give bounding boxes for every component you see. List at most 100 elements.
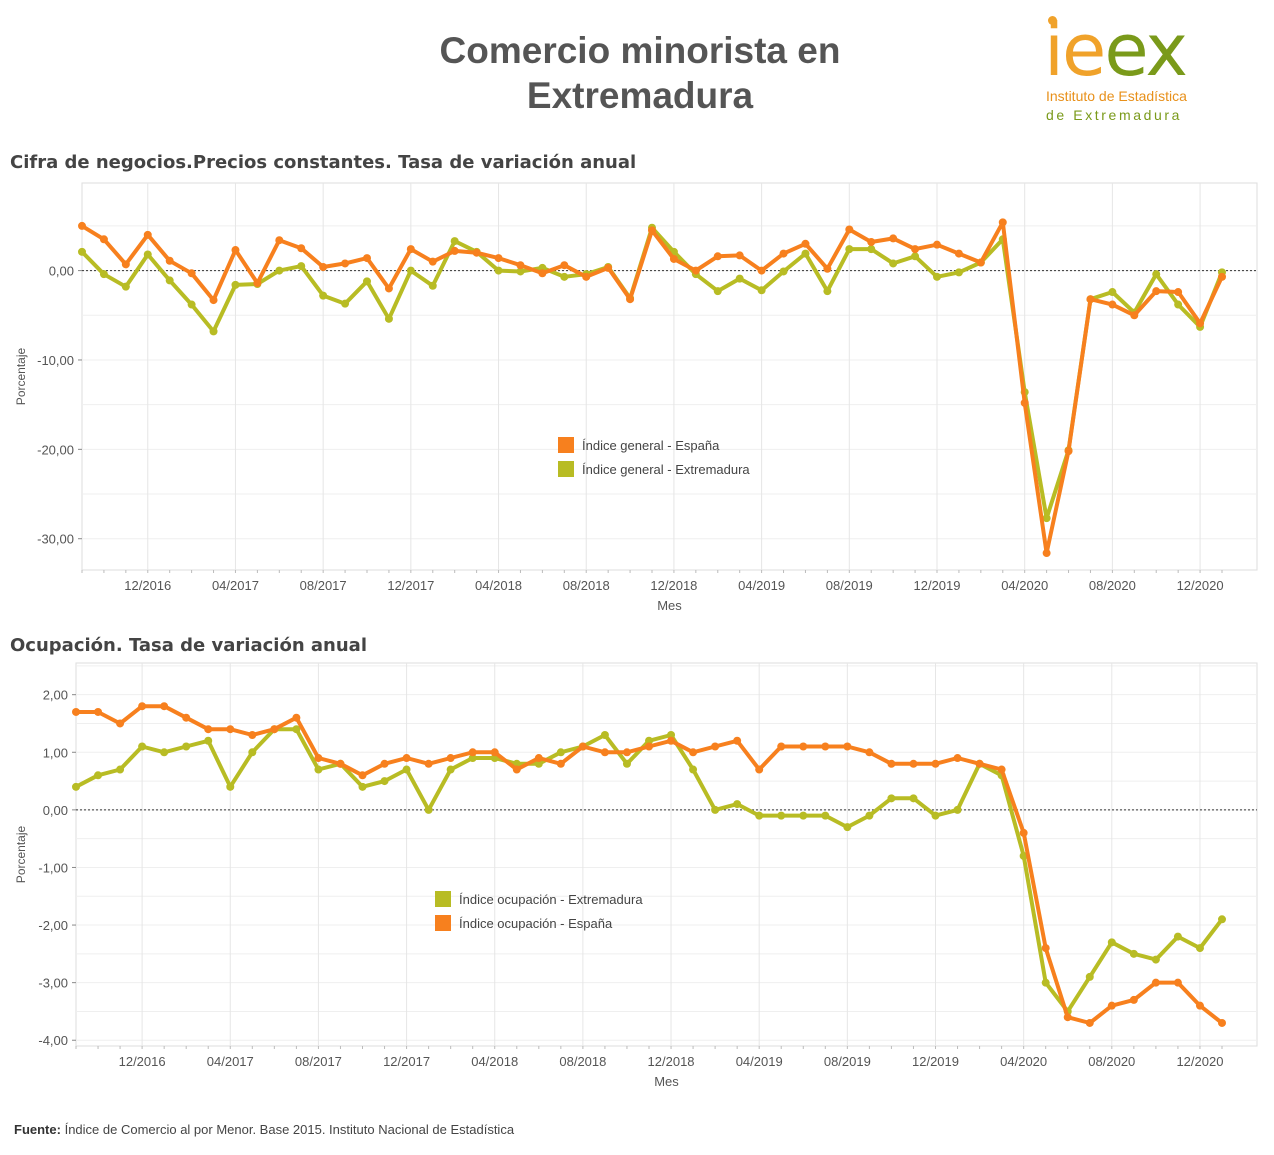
- x-axis-label: Mes: [654, 1074, 679, 1089]
- data-point: [428, 257, 437, 266]
- data-point: [226, 725, 235, 734]
- y-tick-label: -4,00: [38, 1033, 68, 1048]
- data-point: [341, 259, 350, 268]
- chart2-title: Ocupación. Tasa de variación anual: [10, 635, 367, 656]
- data-point: [865, 748, 874, 757]
- data-point: [1129, 995, 1138, 1004]
- x-tick-label: 04/2017: [207, 1054, 254, 1069]
- y-tick-label: 2,00: [43, 688, 68, 703]
- logo-dot: [1048, 16, 1057, 25]
- data-point: [380, 759, 389, 768]
- data-point: [424, 759, 433, 768]
- legend-swatch: [558, 461, 574, 477]
- source-label: Fuente:: [14, 1122, 61, 1137]
- x-tick-label: 08/2017: [295, 1054, 342, 1069]
- data-point: [472, 248, 481, 257]
- data-point: [669, 254, 678, 263]
- x-tick-label: 12/2017: [387, 578, 434, 593]
- data-point: [582, 272, 591, 281]
- data-point: [187, 269, 196, 278]
- data-point: [1195, 1001, 1204, 1010]
- chart-cifra-negocios: 12/2016 04/2017 08/2017 12/2017 04/2018 08/20…: [14, 182, 1258, 613]
- data-point: [911, 252, 920, 261]
- data-point: [494, 266, 503, 275]
- data-point: [406, 245, 415, 254]
- data-point: [1019, 828, 1028, 837]
- data-point: [231, 246, 240, 255]
- data-point: [1130, 311, 1139, 320]
- x-tick-label: 12/2017: [383, 1054, 430, 1069]
- data-point: [1041, 944, 1050, 953]
- data-point: [297, 262, 306, 271]
- data-point: [1173, 932, 1182, 941]
- data-point: [755, 811, 764, 820]
- x-tick-label: 12/2018: [648, 1054, 695, 1069]
- data-point: [358, 782, 367, 791]
- ieex-logo: ieex Instituto de Estadística de Extrema…: [1040, 10, 1240, 125]
- data-point: [799, 742, 808, 751]
- data-point: [1085, 1018, 1094, 1027]
- data-point: [78, 221, 86, 230]
- x-tick-label: 04/2018: [471, 1054, 518, 1069]
- y-tick-label: -1,00: [38, 860, 68, 875]
- data-point: [1195, 944, 1204, 953]
- data-point: [953, 805, 962, 814]
- data-point: [801, 249, 810, 258]
- data-point: [275, 236, 284, 245]
- data-point: [560, 261, 569, 270]
- x-tick-label: 04/2019: [736, 1054, 783, 1069]
- data-point: [78, 247, 86, 256]
- data-point: [143, 230, 152, 239]
- data-point: [843, 742, 852, 751]
- y-tick-label: -2,00: [38, 918, 68, 933]
- x-axis-label: Mes: [657, 598, 682, 613]
- chart-ocupacion: 12/2016 04/2017 08/2017 12/2017 04/2018 08/20…: [14, 662, 1258, 1089]
- data-point: [933, 240, 941, 249]
- x-tick-label: 04/2020: [1000, 1054, 1047, 1069]
- data-point: [275, 266, 284, 275]
- data-point: [777, 742, 786, 751]
- x-tick-label: 12/2016: [124, 578, 171, 593]
- data-point: [911, 245, 920, 254]
- data-point: [428, 281, 437, 290]
- y-tick-label: -3,00: [38, 976, 68, 991]
- data-point: [1107, 1001, 1116, 1010]
- data-point: [253, 279, 262, 288]
- data-point: [931, 759, 940, 768]
- data-point: [314, 765, 323, 774]
- data-point: [516, 267, 525, 276]
- data-point: [116, 719, 125, 728]
- y-tick-label: 0,00: [49, 264, 74, 279]
- x-tick-label: 08/2019: [826, 578, 873, 593]
- data-point: [976, 258, 985, 267]
- y-axis-label: Porcentaje: [14, 825, 28, 883]
- page-title: Comercio minorista en Extremadura: [380, 28, 900, 118]
- data-point: [450, 237, 459, 246]
- data-point: [231, 280, 240, 289]
- data-point: [843, 823, 852, 832]
- data-point: [711, 805, 720, 814]
- data-point: [556, 748, 565, 757]
- data-point: [1152, 287, 1161, 296]
- data-point: [799, 811, 808, 820]
- data-point: [779, 267, 788, 276]
- data-point: [1063, 1013, 1072, 1022]
- y-tick-label: 0,00: [43, 803, 68, 818]
- data-point: [733, 736, 742, 745]
- legend-swatch: [435, 891, 451, 907]
- data-point: [160, 748, 169, 757]
- data-point: [757, 286, 766, 295]
- data-point: [578, 742, 587, 751]
- data-point: [248, 730, 257, 739]
- data-point: [402, 754, 411, 763]
- data-point: [1085, 972, 1094, 981]
- legend-label: Índice ocupación - Extremadura: [459, 892, 643, 907]
- data-point: [954, 249, 963, 258]
- data-point: [1108, 300, 1117, 309]
- data-point: [975, 759, 984, 768]
- data-point: [931, 811, 940, 820]
- data-point: [1042, 549, 1051, 558]
- legend-label: Índice general - España: [582, 438, 720, 453]
- data-point: [512, 765, 521, 774]
- data-point: [733, 800, 742, 809]
